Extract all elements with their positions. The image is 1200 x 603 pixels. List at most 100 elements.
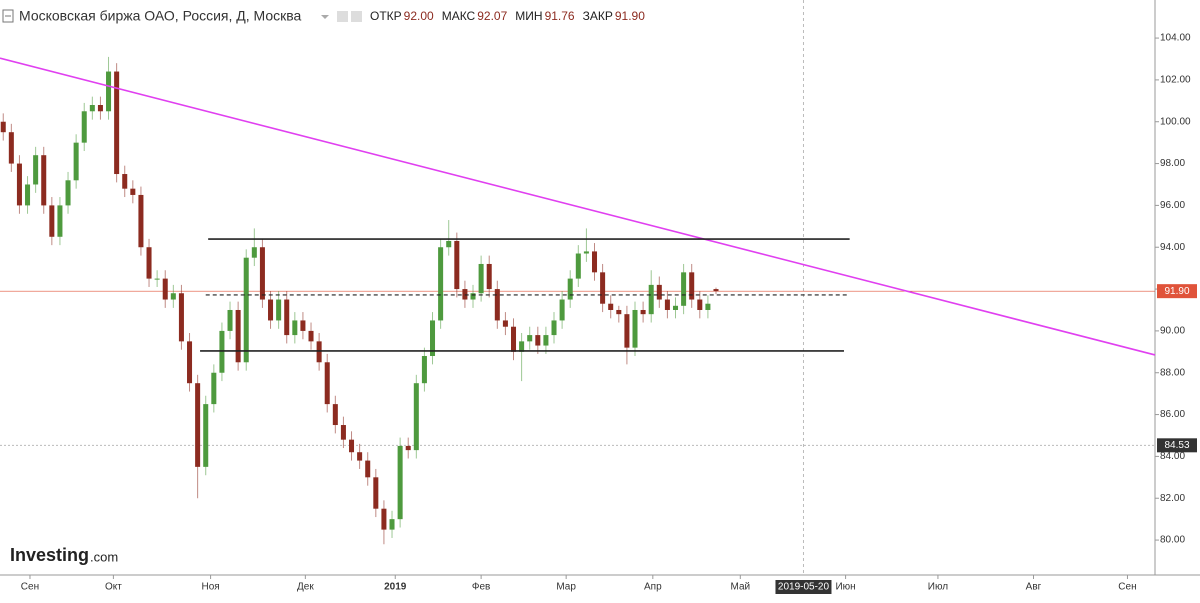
candle-body xyxy=(203,404,209,467)
candle-body xyxy=(462,289,468,300)
candle-body xyxy=(413,383,419,451)
candle-body xyxy=(146,247,152,279)
candle-body xyxy=(308,330,314,342)
x-tick-label: Ноя xyxy=(201,582,219,593)
candle-body xyxy=(292,320,298,336)
y-tick-label: 100.00 xyxy=(1160,116,1191,127)
candle-body xyxy=(154,278,160,280)
ohlc-value: 91.90 xyxy=(615,9,645,23)
x-tick-label: Авг xyxy=(1026,582,1042,593)
candle-body xyxy=(97,105,103,112)
collapse-icon[interactable] xyxy=(2,9,14,23)
candle-body xyxy=(535,335,541,346)
candle-body xyxy=(114,71,120,175)
candle-body xyxy=(276,299,282,321)
candle-body xyxy=(527,335,533,342)
candle-body xyxy=(187,341,193,384)
candle-body xyxy=(284,299,290,336)
dropdown-arrow[interactable] xyxy=(321,15,329,19)
last-price-label-bg xyxy=(1157,284,1197,299)
candle-body xyxy=(551,320,557,336)
candle-body xyxy=(389,519,395,530)
logo-brand: Investing xyxy=(10,545,89,565)
candle-body xyxy=(357,452,363,461)
candle-body xyxy=(519,341,525,352)
candle-body xyxy=(446,240,452,248)
candle-body xyxy=(211,372,217,405)
candle-body xyxy=(648,284,654,315)
x-tick-label: Сен xyxy=(1118,582,1136,593)
drawn-line xyxy=(0,57,1156,356)
y-tick-label: 82.00 xyxy=(1160,493,1185,504)
candle-body xyxy=(494,289,500,321)
candle-body xyxy=(454,240,460,290)
candle-body xyxy=(672,305,679,310)
candle-body xyxy=(705,303,711,310)
candle-body xyxy=(0,121,6,133)
candle-body xyxy=(486,263,492,290)
candle-body xyxy=(624,314,630,348)
x-tick-label: Июл xyxy=(928,582,948,593)
candle-body xyxy=(430,320,436,357)
candle-body xyxy=(162,278,168,300)
y-tick-label: 90.00 xyxy=(1160,326,1185,337)
candle-body xyxy=(559,299,565,321)
candle-body xyxy=(567,278,573,300)
candle-body xyxy=(340,425,346,440)
y-tick-label: 84.00 xyxy=(1160,451,1185,462)
candle-body xyxy=(49,205,55,237)
candle-body xyxy=(73,142,79,181)
candle-body xyxy=(178,293,184,342)
y-tick-label: 104.00 xyxy=(1160,33,1191,44)
y-tick-label: 94.00 xyxy=(1160,242,1185,253)
ohlc-label: ЗАКР xyxy=(583,9,613,23)
ohlc-label: ОТКР xyxy=(370,9,402,23)
instrument-title[interactable]: Московская биржа ОАО, Россия, Д, Москва xyxy=(19,8,302,24)
header: Московская биржа ОАО, Россия, Д, Москва … xyxy=(2,8,645,24)
candle-body xyxy=(324,362,330,405)
x-tick-label: Окт xyxy=(105,582,122,593)
crosshair-x-label: 2019-05-20 xyxy=(778,582,830,593)
candle-body xyxy=(300,320,306,331)
candle-body xyxy=(632,309,638,348)
y-tick-label: 88.00 xyxy=(1160,367,1185,378)
crosshair-y-label-bg xyxy=(1157,438,1197,453)
candle-body xyxy=(57,205,63,237)
candle-body xyxy=(259,247,265,300)
candle-body xyxy=(616,309,622,315)
candle-body xyxy=(227,309,233,331)
settings-icon[interactable] xyxy=(337,11,348,22)
crosshair-x-label-bg xyxy=(775,580,832,594)
candle-body xyxy=(235,309,241,363)
candle-body xyxy=(591,251,598,273)
candle-body xyxy=(251,247,257,258)
candle-body xyxy=(381,508,387,530)
candle-body xyxy=(421,356,427,384)
candle-body xyxy=(332,404,338,426)
x-tick-label: Фев xyxy=(472,582,490,593)
candle-body xyxy=(681,272,687,306)
candle-body xyxy=(478,263,484,294)
candle-body xyxy=(65,180,71,206)
last-price-label: 91.90 xyxy=(1164,286,1189,297)
candle-body xyxy=(25,184,31,206)
candle-body xyxy=(33,155,39,185)
candle-body xyxy=(130,188,136,195)
candle-body xyxy=(397,445,403,520)
candle-body xyxy=(689,272,695,300)
candle-body xyxy=(608,303,614,310)
ohlc-value: 92.07 xyxy=(477,9,507,23)
candle-body xyxy=(583,251,589,254)
y-tick-label: 98.00 xyxy=(1160,158,1185,169)
candle-body xyxy=(243,257,249,363)
crosshair-y-label: 84.53 xyxy=(1164,440,1189,451)
candle-body xyxy=(470,293,476,300)
logo-suffix: .com xyxy=(90,549,118,564)
candle-body xyxy=(89,105,95,112)
x-tick-label: Дек xyxy=(297,582,314,593)
ohlc-label: МИН xyxy=(515,9,542,23)
candle-body xyxy=(195,383,201,467)
candle-body xyxy=(219,330,225,373)
eye-icon[interactable] xyxy=(351,11,362,22)
